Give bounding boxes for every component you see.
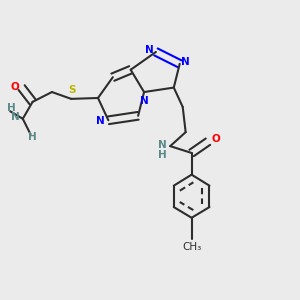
Text: N: N	[11, 112, 20, 122]
Text: S: S	[68, 85, 75, 95]
Text: H: H	[8, 103, 16, 113]
Text: N: N	[145, 45, 154, 56]
Text: O: O	[211, 134, 220, 144]
Text: N: N	[140, 96, 149, 106]
Text: N: N	[96, 116, 104, 126]
Text: N: N	[181, 57, 190, 67]
Text: O: O	[10, 82, 19, 92]
Text: N: N	[158, 140, 167, 150]
Text: CH₃: CH₃	[182, 242, 201, 252]
Text: H: H	[158, 150, 167, 160]
Text: H: H	[28, 132, 36, 142]
